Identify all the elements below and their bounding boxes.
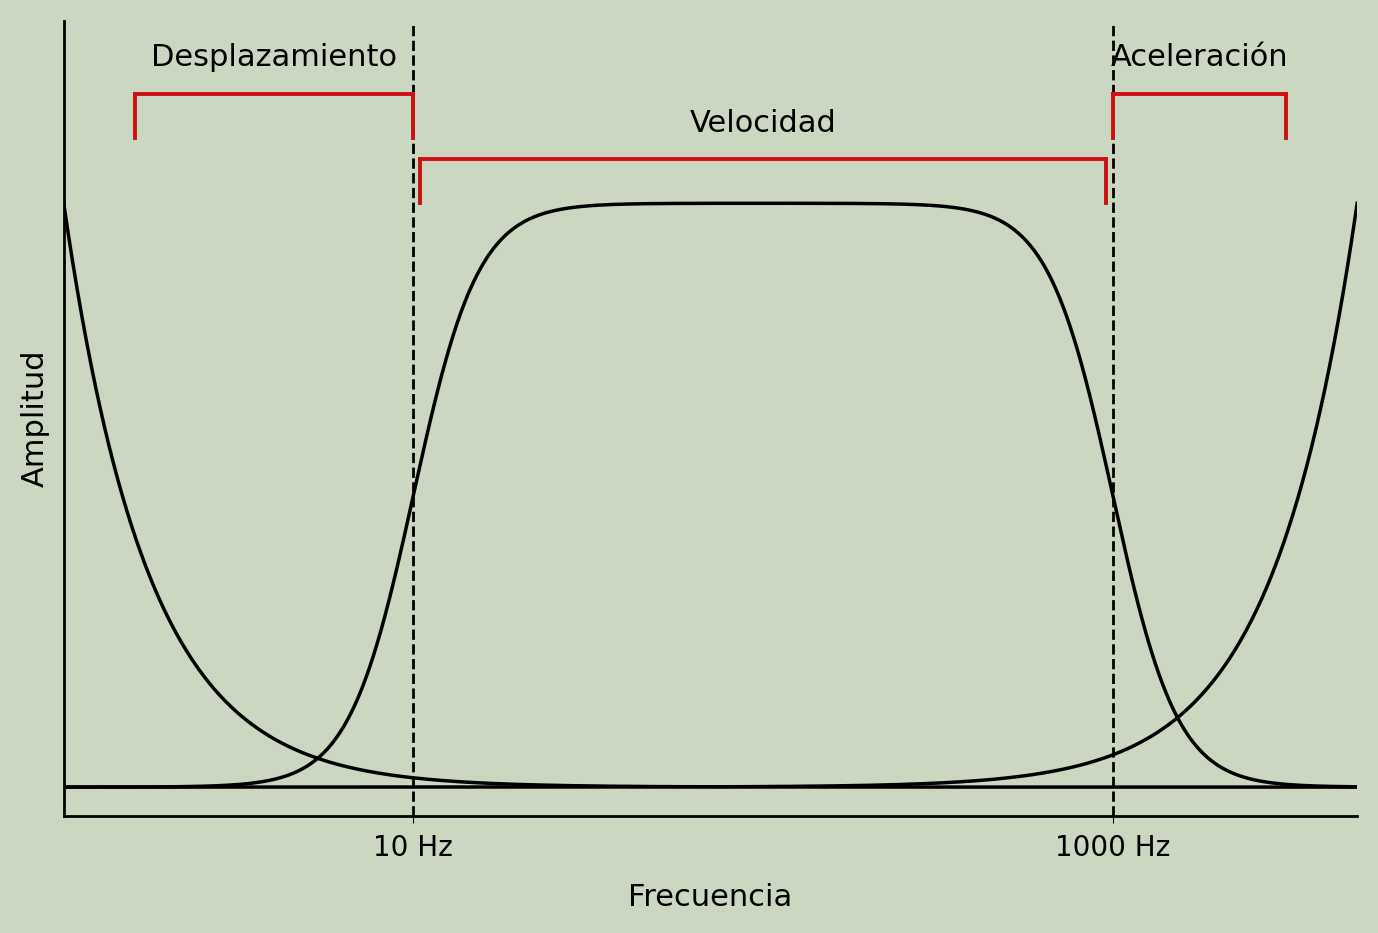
Text: Aceleración: Aceleración (1111, 43, 1288, 72)
X-axis label: Frecuencia: Frecuencia (628, 884, 792, 912)
Text: Velocidad: Velocidad (690, 108, 836, 137)
Text: Desplazamiento: Desplazamiento (152, 43, 397, 72)
Y-axis label: Amplitud: Amplitud (21, 350, 50, 487)
